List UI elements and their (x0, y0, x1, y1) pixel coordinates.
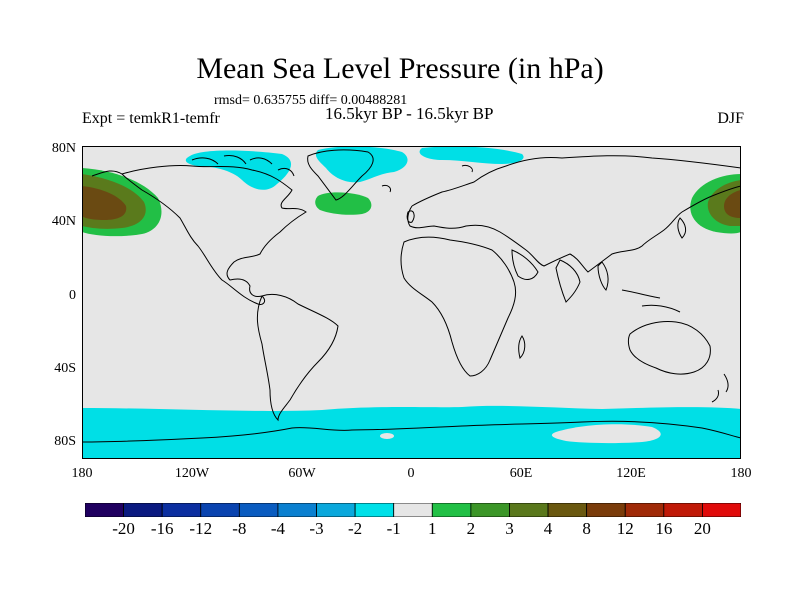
colorbar-swatch (85, 503, 124, 517)
colorbar-swatch (238, 503, 279, 517)
colorbar-tick-label: -12 (189, 519, 213, 538)
colorbar-swatch (393, 503, 433, 517)
norwegian-cyan-patch (419, 146, 524, 164)
colorbar-swatch (663, 503, 703, 517)
north-atlantic-green-blob (315, 192, 372, 215)
map-background (82, 146, 741, 459)
colorbar-tick-label: -16 (150, 519, 174, 538)
map-frame (82, 146, 741, 459)
colorbar-swatch (509, 503, 549, 517)
colorbar-tick-label: -20 (112, 519, 135, 538)
colorbar-tick-label: -2 (348, 519, 363, 538)
colorbar-tick-label: -8 (232, 519, 247, 538)
colorbar-tick-label: 12 (616, 519, 634, 538)
map-panel (82, 146, 741, 459)
coastlines (82, 149, 741, 443)
y-label-40s: 40S (54, 361, 76, 376)
southern-cyan-band (82, 405, 741, 459)
x-label-180w: 180 (71, 466, 93, 481)
colorbar-swatch (702, 503, 741, 517)
colorbar-tick-label: 4 (543, 519, 553, 538)
stats-line: rmsd= 0.635755 diff= 0.00488281 (214, 93, 408, 108)
colorbar-swatch (586, 503, 626, 517)
colorbar-tick-label: 2 (466, 519, 476, 538)
colorbar-swatch (316, 503, 356, 517)
x-label-120e: 120E (616, 466, 646, 481)
colorbar-tick-label: -4 (270, 519, 286, 538)
greenland-cyan-patch (315, 146, 408, 183)
y-label-80n: 80N (51, 141, 76, 156)
antarctic-light-dot (380, 433, 394, 439)
x-label-120w: 120W (174, 466, 210, 481)
colorbar (85, 503, 741, 517)
colorbar-swatch (431, 503, 472, 517)
map-title: Mean Sea Level Pressure (in hPa) (196, 52, 604, 85)
colorbar-swatch (470, 503, 510, 517)
y-label-80s: 80S (54, 434, 76, 449)
pacific-brown-east (724, 190, 741, 218)
colorbar-swatch (161, 503, 202, 517)
colorbar-tick-label: 1 (428, 519, 437, 538)
pacific-brown-west (82, 186, 127, 220)
colorbar-swatch (547, 503, 588, 517)
colorbar-tick-label: 3 (505, 519, 514, 538)
colorbar-tick-label: -3 (309, 519, 324, 538)
colorbar-swatch (123, 503, 163, 517)
colorbar-tick-label: 8 (582, 519, 591, 538)
colorbar-swatch (624, 503, 665, 517)
colorbar-tick-label: -1 (386, 519, 401, 538)
y-label-0: 0 (69, 288, 76, 303)
colorbar-tick-label: 16 (655, 519, 673, 538)
antarctic-light-patch (551, 424, 661, 444)
period-label: 16.5kyr BP - 16.5kyr BP (325, 104, 494, 123)
colorbar-swatch (277, 503, 317, 517)
colorbar-tick-label: 20 (693, 519, 711, 538)
x-label-0: 0 (407, 466, 415, 481)
y-label-40n: 40N (51, 214, 76, 229)
season-label: DJF (717, 110, 744, 127)
experiment-label: Expt = temkR1-temfr (82, 110, 220, 127)
colorbar-swatch (354, 503, 395, 517)
colorbar-swatch (200, 503, 240, 517)
x-label-60w: 60W (288, 466, 316, 481)
x-label-60e: 60E (509, 466, 533, 481)
x-label-180e: 180 (730, 466, 752, 481)
